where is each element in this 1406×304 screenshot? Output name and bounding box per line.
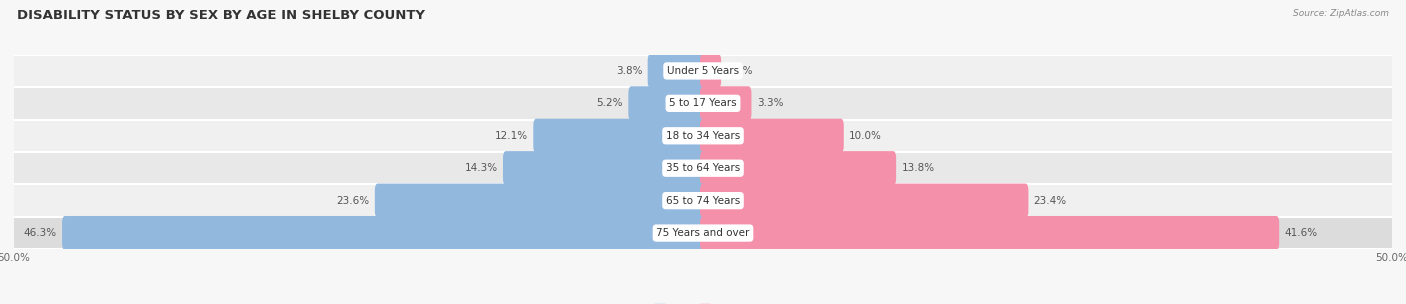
Text: 41.6%: 41.6% bbox=[1285, 228, 1317, 238]
Bar bbox=[14, 55, 1392, 87]
FancyBboxPatch shape bbox=[628, 86, 706, 120]
Legend: Male, Female: Male, Female bbox=[650, 300, 756, 304]
FancyBboxPatch shape bbox=[700, 86, 751, 120]
FancyBboxPatch shape bbox=[700, 54, 721, 88]
FancyBboxPatch shape bbox=[375, 184, 706, 218]
Text: 1.1%: 1.1% bbox=[727, 66, 754, 76]
Text: Source: ZipAtlas.com: Source: ZipAtlas.com bbox=[1294, 9, 1389, 18]
Text: 5 to 17 Years: 5 to 17 Years bbox=[669, 98, 737, 108]
Text: 46.3%: 46.3% bbox=[24, 228, 56, 238]
Bar bbox=[14, 119, 1392, 152]
FancyBboxPatch shape bbox=[700, 216, 1279, 250]
Text: 75 Years and over: 75 Years and over bbox=[657, 228, 749, 238]
Bar bbox=[14, 185, 1392, 217]
Text: 35 to 64 Years: 35 to 64 Years bbox=[666, 163, 740, 173]
Text: 3.8%: 3.8% bbox=[616, 66, 643, 76]
Text: 18 to 34 Years: 18 to 34 Years bbox=[666, 131, 740, 141]
FancyBboxPatch shape bbox=[62, 216, 706, 250]
Text: 5.2%: 5.2% bbox=[596, 98, 623, 108]
FancyBboxPatch shape bbox=[648, 54, 706, 88]
Text: 23.6%: 23.6% bbox=[336, 196, 370, 206]
FancyBboxPatch shape bbox=[533, 119, 706, 153]
FancyBboxPatch shape bbox=[503, 151, 706, 185]
Text: Under 5 Years: Under 5 Years bbox=[666, 66, 740, 76]
Text: DISABILITY STATUS BY SEX BY AGE IN SHELBY COUNTY: DISABILITY STATUS BY SEX BY AGE IN SHELB… bbox=[17, 9, 425, 22]
Text: 3.3%: 3.3% bbox=[756, 98, 783, 108]
Text: 14.3%: 14.3% bbox=[464, 163, 498, 173]
Text: 10.0%: 10.0% bbox=[849, 131, 882, 141]
Bar bbox=[14, 217, 1392, 249]
Text: 23.4%: 23.4% bbox=[1033, 196, 1067, 206]
Text: 12.1%: 12.1% bbox=[495, 131, 529, 141]
FancyBboxPatch shape bbox=[700, 119, 844, 153]
Bar bbox=[14, 87, 1392, 119]
FancyBboxPatch shape bbox=[700, 184, 1028, 218]
Bar bbox=[14, 152, 1392, 185]
Text: 13.8%: 13.8% bbox=[901, 163, 935, 173]
FancyBboxPatch shape bbox=[700, 151, 896, 185]
Text: 65 to 74 Years: 65 to 74 Years bbox=[666, 196, 740, 206]
